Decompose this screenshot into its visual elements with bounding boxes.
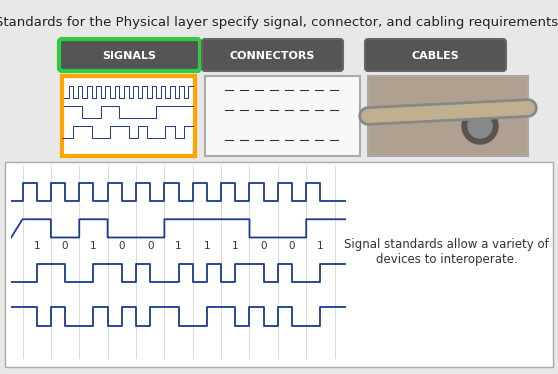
FancyBboxPatch shape <box>202 39 343 71</box>
Bar <box>368 76 528 156</box>
Text: 1: 1 <box>317 241 324 251</box>
Bar <box>205 76 360 156</box>
Bar <box>62 76 195 156</box>
Text: 0: 0 <box>147 241 153 251</box>
Text: 0: 0 <box>261 241 267 251</box>
Text: 1: 1 <box>175 241 182 251</box>
Text: Standards for the Physical layer specify signal, connector, and cabling requirem: Standards for the Physical layer specify… <box>0 16 558 29</box>
FancyBboxPatch shape <box>365 39 506 71</box>
Text: CABLES: CABLES <box>412 51 459 61</box>
Circle shape <box>468 114 492 138</box>
Text: SIGNALS: SIGNALS <box>103 51 156 61</box>
Text: 0: 0 <box>62 241 68 251</box>
FancyBboxPatch shape <box>59 39 200 71</box>
Text: CONNECTORS: CONNECTORS <box>230 51 315 61</box>
Text: 1: 1 <box>33 241 40 251</box>
Text: 1: 1 <box>90 241 97 251</box>
Text: 0: 0 <box>289 241 295 251</box>
Text: 1: 1 <box>232 241 239 251</box>
Text: 1: 1 <box>204 241 210 251</box>
Bar <box>5 162 553 367</box>
Text: Signal standards allow a variety of
devices to interoperate.: Signal standards allow a variety of devi… <box>344 238 549 266</box>
Circle shape <box>462 108 498 144</box>
Text: 0: 0 <box>118 241 125 251</box>
